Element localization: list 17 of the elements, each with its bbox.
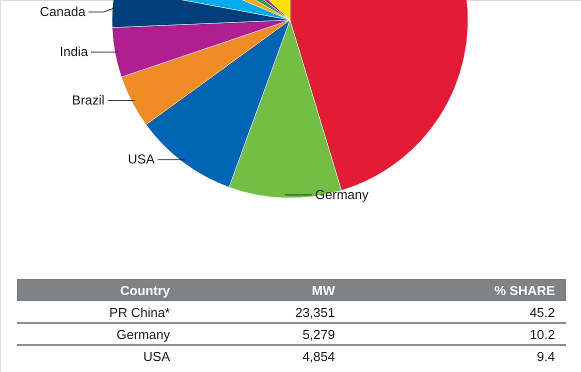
text: 45.2 [530,305,555,320]
text: 4,854 [302,349,335,364]
slice-label: Canada [40,4,86,19]
text: Germany [116,327,170,342]
text: PR China* [109,305,170,320]
slice-label: Brazil [72,92,105,108]
text: 10.2 [530,327,555,342]
slice-label: Germany [315,186,369,202]
text: MW [312,283,336,298]
text: 9.4 [536,349,555,364]
text: 5,279 [302,327,335,342]
slice-label: India [60,44,89,60]
slice-label: USA [128,152,155,167]
text: USA [143,349,170,364]
text: Country [120,283,171,298]
text: 23,351 [295,305,335,320]
text: % SHARE [494,283,556,298]
